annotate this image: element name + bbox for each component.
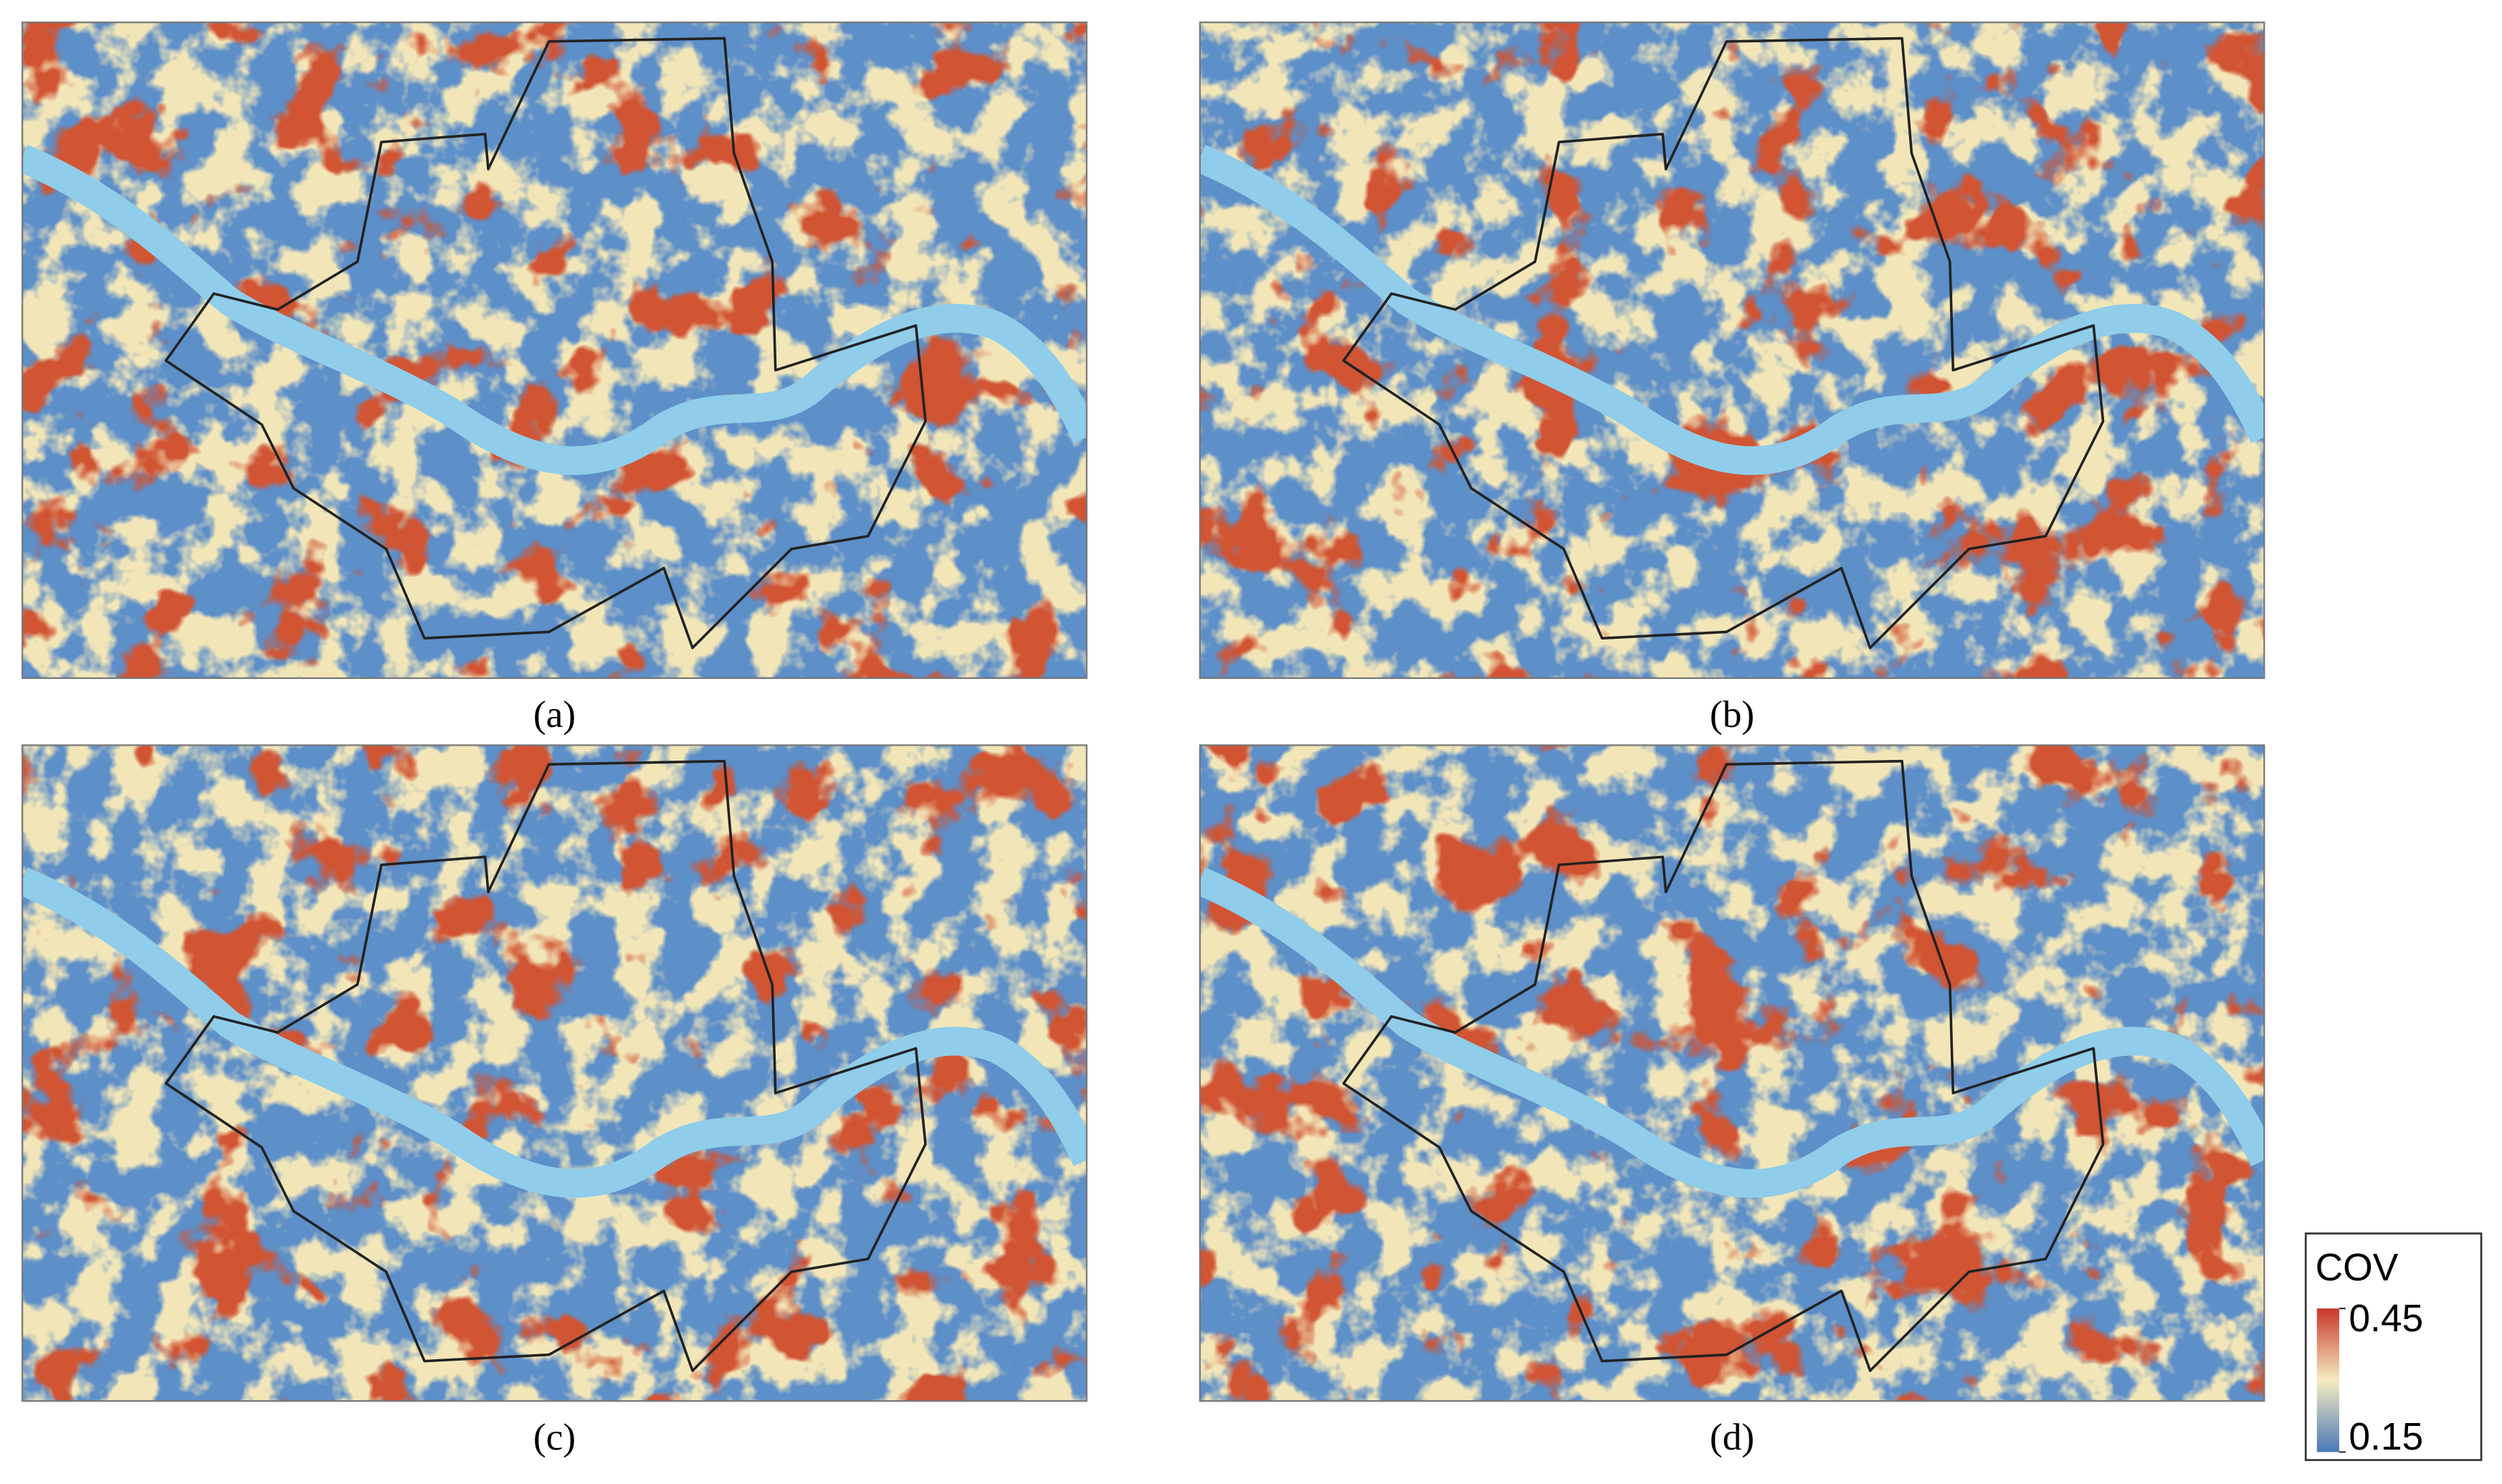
cov-texture [1199, 745, 2265, 1402]
panel-label: (c) [533, 1415, 576, 1458]
colorbar-label: 0.45 [2349, 1298, 2423, 1340]
panel-label: (d) [1710, 1415, 1754, 1458]
panel-frame [22, 744, 1088, 1402]
colorbar [2316, 1308, 2339, 1452]
panel-label: (b) [1710, 693, 1754, 736]
map-panel [1199, 22, 2265, 678]
panel-frame [22, 22, 1088, 680]
map-panel [22, 22, 1087, 678]
legend-title: COV [2316, 1247, 2399, 1289]
panel-frame [1199, 744, 2265, 1402]
river [22, 867, 1087, 1198]
map-panel [22, 745, 1087, 1402]
river [1199, 144, 2265, 475]
legend: COV 0.45 0.15 [2304, 1232, 2483, 1461]
cov-texture [22, 22, 1087, 678]
map-panel [1199, 745, 2265, 1402]
panels: (a) (b) (c) (d) [22, 22, 2265, 1458]
cov-texture [1199, 22, 2265, 678]
cov-texture [22, 745, 1087, 1402]
city-boundary [164, 37, 927, 650]
river [22, 144, 1087, 475]
river [1199, 867, 2265, 1198]
city-boundary [164, 759, 927, 1372]
city-boundary [1342, 759, 2105, 1372]
city-boundary [1342, 37, 2105, 650]
colorbar-label: 0.15 [2349, 1416, 2423, 1458]
panel-label: (a) [533, 693, 576, 736]
panel-frame [1199, 22, 2265, 680]
